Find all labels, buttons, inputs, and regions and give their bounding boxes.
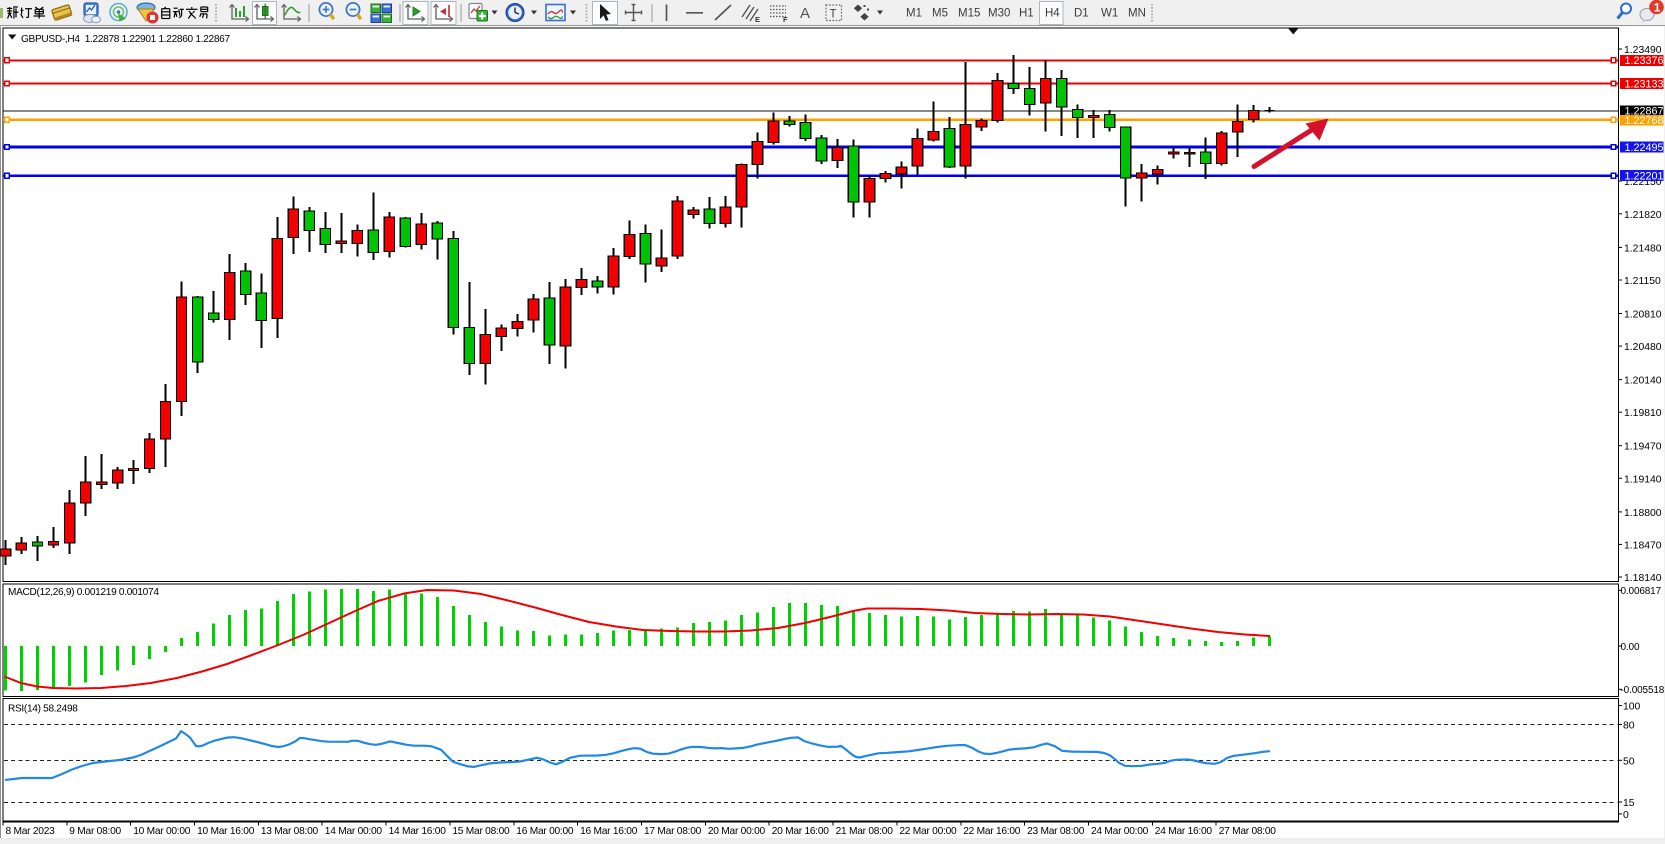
svg-text:24 Mar 16:00: 24 Mar 16:00 xyxy=(1155,826,1213,837)
svg-text:MN: MN xyxy=(1128,8,1146,20)
svg-text:MACD(12,26,9) 0.001219 0.00107: MACD(12,26,9) 0.001219 0.001074 xyxy=(8,587,159,598)
svg-text:1.18800: 1.18800 xyxy=(1624,508,1662,519)
svg-text:1.23376: 1.23376 xyxy=(1625,55,1664,67)
svg-text:1.22150: 1.22150 xyxy=(1624,177,1662,188)
svg-text:F: F xyxy=(783,15,788,24)
svg-text:H1: H1 xyxy=(1019,8,1034,20)
svg-text:E: E xyxy=(755,15,760,24)
svg-text:1.19810: 1.19810 xyxy=(1624,408,1662,419)
svg-text:D1: D1 xyxy=(1074,8,1089,20)
svg-text:H4: H4 xyxy=(1045,8,1060,20)
svg-text:27 Mar 08:00: 27 Mar 08:00 xyxy=(1219,826,1277,837)
svg-text:8 Mar 2023: 8 Mar 2023 xyxy=(6,826,56,837)
svg-text:-0.005518: -0.005518 xyxy=(1621,685,1665,696)
svg-text:10 Mar 00:00: 10 Mar 00:00 xyxy=(133,826,191,837)
svg-text:1.23490: 1.23490 xyxy=(1624,45,1662,56)
svg-text:M15: M15 xyxy=(958,8,980,20)
svg-text:1.23133: 1.23133 xyxy=(1625,78,1664,90)
svg-text:GBPUSD-,H4 1.22878 1.22901 1.: GBPUSD-,H4 1.22878 1.22901 1.22860 1.228… xyxy=(21,34,230,45)
svg-text:16 Mar 16:00: 16 Mar 16:00 xyxy=(580,826,638,837)
svg-text:0.006817: 0.006817 xyxy=(1621,586,1662,597)
svg-text:100: 100 xyxy=(1623,702,1641,713)
svg-text:0: 0 xyxy=(1623,810,1629,821)
svg-text:1.21480: 1.21480 xyxy=(1624,243,1662,254)
svg-text:1.20140: 1.20140 xyxy=(1624,376,1662,387)
svg-text:21 Mar 08:00: 21 Mar 08:00 xyxy=(836,826,894,837)
svg-text:1: 1 xyxy=(1654,1,1661,15)
svg-text:17 Mar 08:00: 17 Mar 08:00 xyxy=(644,826,702,837)
svg-text:13 Mar 08:00: 13 Mar 08:00 xyxy=(261,826,319,837)
svg-text:15: 15 xyxy=(1623,798,1635,809)
svg-text:1.21150: 1.21150 xyxy=(1624,276,1661,287)
svg-text:1.20810: 1.20810 xyxy=(1624,310,1662,321)
svg-text:22 Mar 00:00: 22 Mar 00:00 xyxy=(899,826,957,837)
svg-text:1.22201: 1.22201 xyxy=(1625,171,1664,183)
svg-text:1.19140: 1.19140 xyxy=(1624,474,1662,485)
svg-text:14 Mar 00:00: 14 Mar 00:00 xyxy=(325,826,383,837)
svg-text:RSI(14) 58.2498: RSI(14) 58.2498 xyxy=(8,704,78,715)
svg-text:23 Mar 08:00: 23 Mar 08:00 xyxy=(1027,826,1085,837)
svg-text:M1: M1 xyxy=(906,8,922,20)
svg-text:1.21820: 1.21820 xyxy=(1624,210,1662,221)
svg-text:1.22768: 1.22768 xyxy=(1625,115,1664,127)
svg-text:20 Mar 00:00: 20 Mar 00:00 xyxy=(708,826,766,837)
svg-text:T: T xyxy=(830,9,837,21)
svg-text:0.00: 0.00 xyxy=(1621,642,1640,653)
svg-text:14 Mar 16:00: 14 Mar 16:00 xyxy=(389,826,447,837)
svg-text:24 Mar 00:00: 24 Mar 00:00 xyxy=(1091,826,1149,837)
svg-text:1.20480: 1.20480 xyxy=(1624,342,1662,353)
svg-text:A: A xyxy=(800,5,810,22)
svg-text:16 Mar 00:00: 16 Mar 00:00 xyxy=(516,826,574,837)
svg-text:10 Mar 16:00: 10 Mar 16:00 xyxy=(197,826,255,837)
svg-text:1.19470: 1.19470 xyxy=(1624,442,1662,453)
svg-text:20 Mar 16:00: 20 Mar 16:00 xyxy=(772,826,830,837)
svg-text:22 Mar 16:00: 22 Mar 16:00 xyxy=(963,826,1021,837)
svg-text:M5: M5 xyxy=(932,8,948,20)
svg-text:1.22495: 1.22495 xyxy=(1625,142,1664,154)
svg-text:1.18140: 1.18140 xyxy=(1624,573,1662,584)
svg-text:1.22867: 1.22867 xyxy=(1625,106,1664,118)
svg-text:80: 80 xyxy=(1623,721,1635,732)
svg-text:50: 50 xyxy=(1623,756,1635,767)
svg-text:15 Mar 08:00: 15 Mar 08:00 xyxy=(452,826,510,837)
svg-text:9 Mar 08:00: 9 Mar 08:00 xyxy=(69,826,121,837)
svg-text:1.18470: 1.18470 xyxy=(1624,540,1662,551)
svg-text:W1: W1 xyxy=(1101,8,1118,20)
svg-text:M30: M30 xyxy=(988,8,1010,20)
